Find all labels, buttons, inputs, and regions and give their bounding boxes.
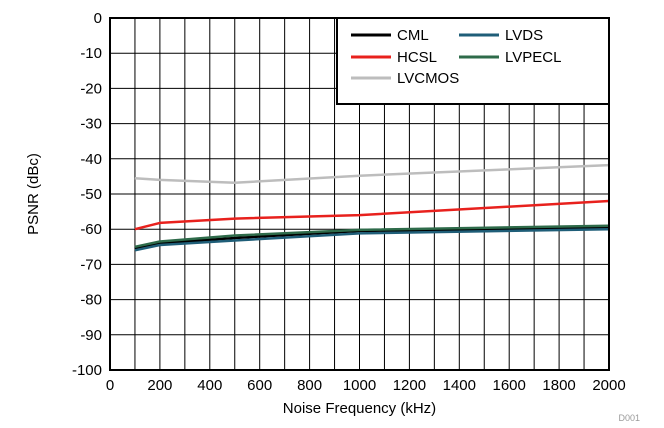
x-tick-label: 1200	[393, 377, 426, 394]
x-tick-label: 1000	[343, 377, 376, 394]
legend-label-cml: CML	[397, 27, 429, 44]
x-tick-label: 400	[197, 377, 222, 394]
x-tick-label: 1600	[493, 377, 526, 394]
x-tick-label: 600	[247, 377, 272, 394]
x-tick-label: 2000	[592, 377, 625, 394]
legend-box	[336, 17, 610, 105]
figure-code: D001	[618, 413, 640, 423]
y-tick-label: -80	[80, 292, 102, 309]
x-tick-label: 1800	[542, 377, 575, 394]
series-line-lvpecl	[134, 224, 610, 249]
x-tick-labels: 0 200 400 600 800 1000 1200 1400 1600 1800 2000	[106, 377, 626, 394]
series-line-lvcmos	[134, 163, 610, 184]
y-tick-label: -90	[80, 327, 102, 344]
legend-label-lvpecl: LVPECL	[505, 49, 561, 66]
y-tick-label: -100	[72, 362, 102, 379]
legend-label-lvds: LVDS	[505, 27, 543, 44]
y-axis-title: PSNR (dBc)	[25, 153, 42, 235]
legend: CML LVDS HCSL LVPECL LVCMOS	[336, 17, 610, 105]
x-tick-label: 0	[106, 377, 114, 394]
x-tick-label: 1400	[443, 377, 476, 394]
series-lines	[134, 163, 610, 252]
y-tick-label: -70	[80, 256, 102, 273]
legend-label-lvcmos: LVCMOS	[397, 70, 459, 87]
series-line-lvds	[134, 227, 610, 252]
x-tick-label: 200	[147, 377, 172, 394]
y-tick-labels: 0 -10 -20 -30 -40 -50 -60 -70 -80 -90 -100	[72, 10, 102, 379]
y-tick-label: -30	[80, 116, 102, 133]
series-line-hcsl	[134, 199, 610, 231]
x-tick-label: 800	[297, 377, 322, 394]
legend-label-hcsl: HCSL	[397, 49, 437, 66]
y-tick-label: -40	[80, 151, 102, 168]
y-tick-label: -50	[80, 186, 102, 203]
y-tick-label: -20	[80, 80, 102, 97]
x-axis-title: Noise Frequency (kHz)	[283, 400, 436, 417]
series-line-cml	[134, 226, 610, 250]
y-tick-label: 0	[94, 10, 102, 27]
y-tick-label: -10	[80, 45, 102, 62]
y-tick-label: -60	[80, 221, 102, 238]
